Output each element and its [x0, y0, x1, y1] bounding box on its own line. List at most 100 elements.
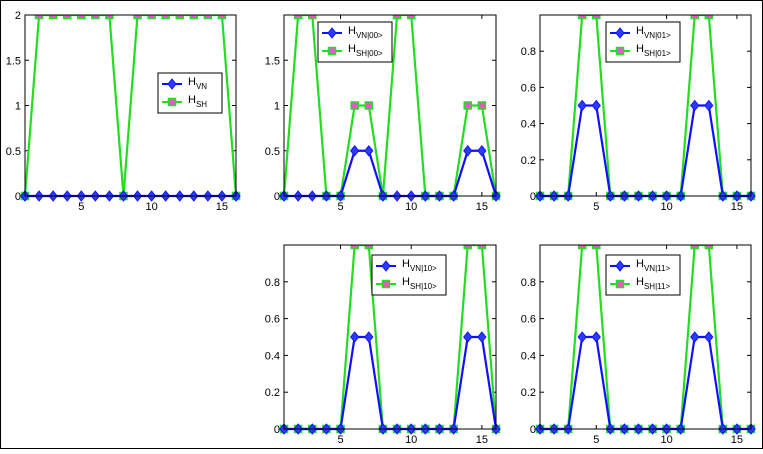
x-tick-label: 5 — [593, 201, 599, 213]
data-point — [690, 15, 699, 20]
legend-box — [605, 21, 681, 63]
y-tick-label: 0.5 — [265, 146, 280, 158]
data-point — [350, 144, 360, 157]
legend-marker — [615, 260, 625, 272]
data-point — [217, 15, 227, 20]
data-point — [592, 245, 601, 250]
data-point — [392, 15, 402, 20]
legend: HVN|00>HSH|00> — [317, 21, 393, 63]
data-point — [477, 331, 487, 343]
plot-frame — [24, 14, 237, 197]
legend-marker — [327, 27, 337, 39]
data-point — [364, 245, 374, 250]
legend-marker — [381, 260, 391, 272]
legend-label-main: H — [402, 258, 410, 270]
series-vn — [535, 99, 756, 202]
data-point — [350, 101, 359, 110]
legend: HVN|01>HSH|01> — [605, 21, 681, 63]
y-tick-label: 0 — [15, 191, 21, 203]
plot-frame — [283, 244, 497, 430]
y-tick-label: 0.8 — [521, 46, 536, 58]
legend-box — [157, 72, 223, 114]
legend-label: HVN|00> — [348, 25, 383, 40]
data-point — [577, 331, 587, 343]
data-point — [577, 99, 587, 112]
data-point — [350, 245, 359, 250]
data-point — [91, 15, 100, 20]
y-tick-label: 2 — [15, 10, 21, 22]
x-tick-label: 5 — [593, 434, 599, 446]
legend-label: HVN|01> — [636, 25, 671, 40]
y-tick-label: 1.5 — [6, 55, 21, 67]
series-vn — [535, 331, 756, 435]
data-point — [406, 15, 416, 20]
y-tick-label: 0 — [274, 191, 280, 203]
legend-label-main: H — [348, 25, 356, 37]
series-line — [284, 335, 498, 431]
data-point — [577, 245, 587, 250]
legend: HVN|10> HSH|10> — [371, 254, 447, 296]
x-tick-label: 15 — [476, 434, 488, 446]
legend-label-sub: SH|11> — [644, 282, 670, 291]
legend-marker — [167, 78, 177, 90]
data-point — [364, 144, 374, 157]
data-point — [690, 245, 699, 250]
legend-marker — [615, 46, 625, 56]
legend-label: HSH — [188, 94, 207, 109]
y-tick-label: 0.6 — [521, 82, 536, 94]
y-tick-label: 0.8 — [521, 277, 536, 289]
legend-label: HVN|11> — [636, 258, 670, 273]
y-tick-label: 0.2 — [521, 387, 536, 399]
x-tick-label: 10 — [145, 201, 157, 213]
y-tick-label: 0.2 — [265, 387, 280, 399]
legend-label-sub: SH|01> — [644, 49, 671, 58]
data-point — [308, 15, 317, 20]
legend-marker — [327, 46, 337, 56]
legend-label: HSH|11> — [636, 276, 670, 291]
legend-marker — [381, 279, 391, 289]
y-tick-label: 0.8 — [265, 277, 280, 289]
data-point — [704, 15, 714, 20]
y-tick-label: 1 — [15, 101, 21, 113]
legend-label-main: H — [636, 43, 644, 55]
y-tick-label: 0 — [530, 424, 536, 436]
data-point — [704, 245, 714, 250]
x-tick-label: 10 — [660, 434, 672, 446]
y-tick-label: 0.6 — [265, 314, 280, 326]
data-point — [34, 15, 44, 20]
legend-label: HSH|10> — [402, 276, 437, 291]
x-tick-label: 5 — [337, 434, 343, 446]
x-tick-label: 15 — [731, 434, 743, 446]
data-point — [62, 15, 72, 20]
legend-label: HVN|10> — [402, 258, 437, 273]
data-point — [577, 15, 587, 20]
legend-label-main: H — [636, 25, 644, 37]
series-vn — [279, 144, 501, 202]
legend-box — [371, 254, 447, 296]
data-point — [133, 15, 142, 20]
x-tick-label: 5 — [337, 201, 343, 213]
data-point — [189, 15, 199, 20]
series-line — [282, 15, 498, 198]
legend-label: HSH|01> — [636, 43, 671, 58]
x-tick-label: 15 — [731, 201, 743, 213]
data-point — [477, 245, 487, 250]
legend: HVN|11> HSH|11> — [605, 254, 681, 296]
data-point — [364, 101, 374, 110]
y-tick-label: 0 — [274, 424, 280, 436]
legend-label-sub: VN|11> — [644, 264, 670, 273]
legend-label-main: H — [348, 43, 356, 55]
legend-label-sub: VN — [196, 82, 207, 91]
plot-frame — [539, 244, 752, 430]
x-tick-label: 15 — [216, 201, 228, 213]
data-point — [704, 331, 714, 343]
data-point — [592, 15, 601, 20]
